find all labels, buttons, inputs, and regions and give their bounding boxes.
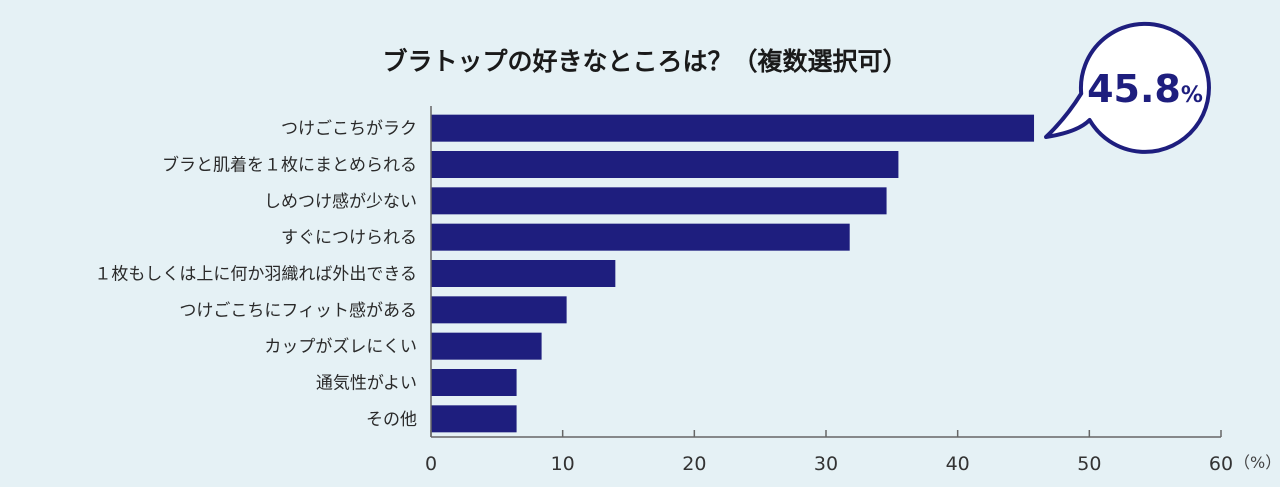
- bar: [431, 369, 517, 396]
- x-tick-label: 50: [1077, 453, 1101, 475]
- callout-number: 45.8: [1087, 67, 1181, 111]
- category-label: しめつけ感が少ない: [264, 192, 417, 212]
- x-tick-label: 0: [425, 453, 437, 475]
- bar: [431, 223, 850, 251]
- bar: [431, 296, 567, 324]
- x-axis: 0 10 20 30 40 50 60 （%）: [425, 106, 1280, 475]
- category-label: つけごこちがラク: [281, 119, 417, 139]
- category-label: カップがズレにくい: [264, 337, 417, 357]
- category-label: 通気性がよい: [316, 374, 417, 394]
- speech-bubble-shape: [1044, 21, 1211, 154]
- bars-layer: [431, 114, 1035, 433]
- x-tick-label: 40: [946, 453, 970, 475]
- bar: [431, 332, 542, 360]
- callout-percent: %: [1181, 83, 1203, 108]
- category-labels: つけごこちがラクブラと肌着を１枚にまとめられるしめつけ感が少ないすぐにつけられる…: [94, 119, 417, 430]
- bar: [431, 151, 899, 178]
- bar: [431, 405, 517, 433]
- category-label: すぐにつけられる: [281, 228, 417, 248]
- category-label: その他: [366, 410, 417, 430]
- x-tick-label: 60: [1209, 453, 1233, 475]
- chart-title: ブラトップの好きなところは？（複数選択可）: [382, 47, 907, 76]
- category-label: ブラと肌着を１枚にまとめられる: [162, 155, 417, 176]
- callout-text: 45.8%: [1087, 67, 1203, 111]
- x-tick-label: 30: [814, 453, 838, 475]
- x-tick-label: 20: [682, 453, 706, 475]
- x-unit-label: （%）: [1234, 453, 1280, 472]
- value-callout: 45.8%: [1044, 21, 1211, 154]
- x-tick-label: 10: [551, 453, 575, 475]
- bar: [431, 187, 887, 215]
- category-label: つけごこちにフィット感がある: [179, 301, 417, 321]
- bar: [431, 114, 1035, 142]
- category-label: １枚もしくは上に何か羽織れば外出できる: [94, 265, 417, 285]
- bar: [431, 260, 616, 287]
